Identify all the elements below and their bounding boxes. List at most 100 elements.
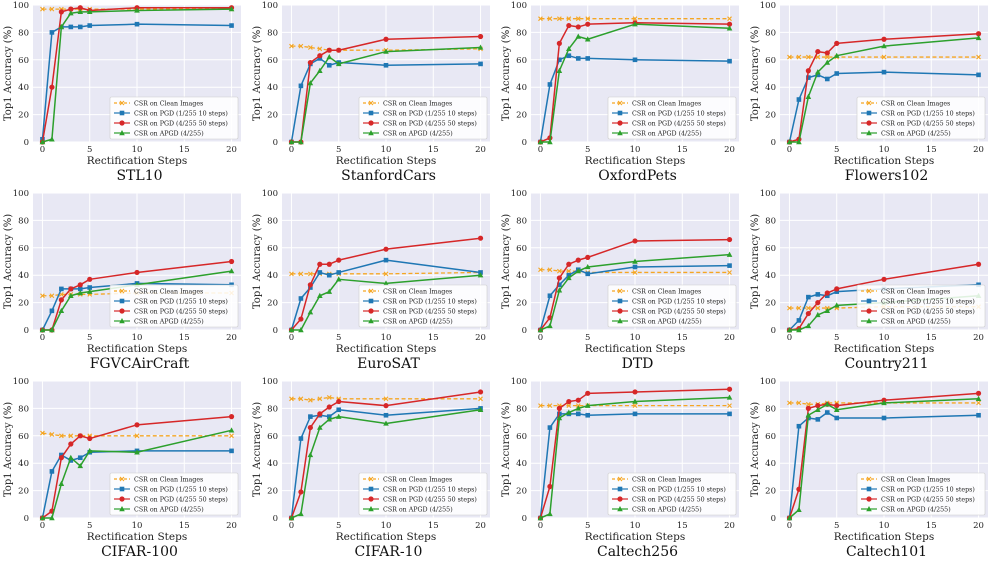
data-point-pgd1	[632, 411, 638, 417]
y-tick-label: 0	[24, 138, 29, 148]
legend-label: CSR on Clean Images	[383, 476, 452, 483]
legend-marker-clean	[368, 476, 374, 482]
data-point-pgd4	[68, 286, 74, 292]
series-line-pgd4	[41, 6, 232, 143]
y-tick-label: 80	[516, 404, 527, 414]
data-point-apgd	[726, 251, 733, 257]
series-line-apgd	[291, 274, 481, 331]
data-point-pgd1	[834, 289, 840, 294]
dataset-title: Country211	[844, 356, 929, 372]
series-pgd1	[787, 69, 981, 145]
x-tick-label: 20	[724, 145, 735, 155]
data-point-clean	[575, 16, 581, 22]
dataset-title: STL10	[116, 168, 163, 184]
data-point-clean	[632, 403, 638, 409]
x-tick-label: 0	[538, 521, 543, 531]
legend-label: CSR on PGD (4/255 50 steps)	[881, 308, 975, 315]
data-point-pgd4	[632, 238, 638, 244]
data-point-pgd4	[477, 33, 484, 40]
data-point-apgd	[134, 449, 140, 455]
data-point-clean	[317, 396, 323, 402]
data-point-apgd	[77, 462, 84, 469]
y-axis-label: Top1 Accuracy (%)	[750, 214, 761, 309]
legend-label: CSR on APGD (4/255)	[632, 318, 702, 325]
data-point-clean	[307, 271, 313, 277]
data-point-apgd	[556, 67, 563, 73]
data-point-pgd4	[824, 290, 830, 296]
data-point-apgd	[833, 52, 840, 58]
series-line-apgd	[788, 398, 979, 519]
legend-label: CSR on PGD (4/255 50 steps)	[383, 308, 477, 315]
series-line-pgd4	[290, 391, 481, 519]
legend-marker-apgd	[119, 506, 125, 512]
data-point-pgd4	[834, 403, 840, 409]
x-tick-label: 5	[834, 333, 839, 343]
y-tick-label: 100	[511, 1, 527, 11]
x-tick-label: 0	[40, 521, 45, 531]
data-point-pgd1	[806, 75, 811, 80]
legend-marker-pgd4	[368, 496, 374, 502]
legend-label: CSR on PGD (1/255 10 steps)	[134, 486, 228, 493]
data-point-apgd	[824, 59, 831, 65]
data-point-apgd	[39, 515, 46, 521]
y-tick-label: 0	[771, 138, 776, 148]
data-point-clean	[727, 403, 732, 409]
series-line-pgd4	[789, 33, 979, 143]
series-line-pgd4	[42, 415, 232, 519]
data-point-apgd	[58, 480, 65, 486]
legend-label: CSR on PGD (4/255 50 steps)	[383, 496, 477, 503]
data-point-pgd1	[59, 452, 64, 458]
y-tick-label: 100	[760, 1, 776, 11]
data-point-pgd1	[976, 72, 981, 78]
y-tick-label: 60	[18, 432, 29, 442]
y-tick-label: 40	[516, 459, 527, 469]
data-point-apgd	[975, 34, 982, 41]
data-point-clean	[478, 396, 483, 402]
data-point-pgd4	[383, 36, 389, 42]
x-tick-label: 15	[428, 145, 439, 155]
data-point-pgd1	[632, 264, 638, 270]
legend-label: CSR on PGD (4/255 50 steps)	[881, 496, 975, 503]
data-point-clean	[796, 305, 802, 311]
y-tick-label: 40	[765, 271, 776, 281]
dataset-title: Flowers102	[844, 168, 929, 184]
x-tick-label: 20	[724, 333, 735, 343]
series-apgd	[39, 427, 235, 521]
legend-label: CSR on APGD (4/255)	[881, 130, 951, 137]
data-point-apgd	[326, 288, 333, 294]
x-tick-label: 0	[787, 145, 792, 155]
data-point-pgd4	[298, 316, 304, 322]
y-tick-label: 40	[267, 271, 278, 281]
dataset-title: Caltech101	[845, 544, 928, 560]
y-tick-label: 0	[273, 138, 278, 148]
x-tick-label: 5	[585, 145, 590, 155]
data-point-pgd1	[326, 62, 332, 68]
data-point-pgd1	[298, 296, 304, 301]
data-point-apgd	[86, 288, 93, 294]
legend-label: CSR on PGD (1/255 10 steps)	[134, 298, 228, 305]
data-point-pgd1	[229, 448, 234, 454]
legend-label: CSR on APGD (4/255)	[383, 130, 453, 137]
data-point-pgd4	[383, 246, 389, 252]
y-tick-label: 80	[765, 216, 776, 226]
data-point-apgd	[632, 398, 638, 404]
data-point-apgd	[805, 93, 812, 99]
data-point-pgd1	[815, 72, 821, 78]
data-point-apgd	[49, 327, 55, 333]
y-tick-label: 40	[516, 271, 527, 281]
series-pgd4	[288, 389, 484, 521]
chart-panel-oxfordpets: 0 20 40 60 80 100 0 5 10 15 20 Top1 Accuracy (%) Rec…	[498, 0, 747, 188]
legend-label: CSR on Clean Images	[632, 100, 701, 107]
y-tick-label: 20	[516, 487, 527, 497]
x-tick-label: 15	[926, 521, 937, 531]
data-point-clean	[976, 400, 981, 406]
y-tick-label: 100	[262, 377, 278, 387]
data-point-clean	[547, 403, 553, 409]
series-line-apgd	[540, 253, 730, 331]
data-point-apgd	[584, 402, 591, 408]
x-tick-label: 15	[179, 333, 190, 343]
y-tick-label: 100	[262, 189, 278, 199]
data-point-apgd	[805, 322, 812, 329]
chart-panel-cifar-100: 0 20 40 60 80 100 0 5 10 15 20 Top1 Accuracy (%) Rec…	[0, 376, 249, 564]
legend-label: CSR on Clean Images	[383, 100, 452, 107]
